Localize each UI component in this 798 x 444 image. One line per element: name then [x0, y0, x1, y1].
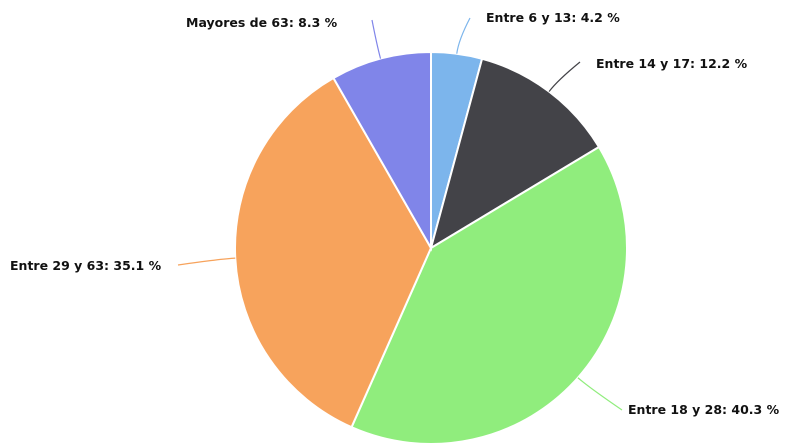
pie-slice-mayores-de-63[interactable]: [332, 50, 432, 252]
data-label-entre-18-y-28: Entre 18 y 28: 40.3 %: [628, 402, 780, 417]
data-label-entre-14-y-17: Entre 14 y 17: 12.2 %: [596, 56, 748, 71]
pie-slices: [234, 50, 628, 444]
leader-line-mayores-de-63: [371, 19, 382, 59]
pie-slice-entre-29-y-63[interactable]: [234, 76, 433, 429]
pie-slice-entre-18-y-28[interactable]: [350, 145, 628, 444]
data-label-entre-29-y-63: Entre 29 y 63: 35.1 %: [10, 258, 162, 273]
leader-line-entre-14-y-17: [548, 61, 581, 92]
leader-lines: [177, 17, 623, 411]
leader-line-entre-18-y-28: [577, 377, 623, 411]
data-labels: Entre 6 y 13: 4.2 % Entre 14 y 17: 12.2 …: [10, 10, 780, 417]
leader-line-entre-29-y-63: [177, 257, 236, 266]
data-label-mayores-de-63: Mayores de 63: 8.3 %: [186, 15, 338, 30]
leader-line-entre-6-y-13: [456, 17, 471, 54]
pie-slice-entre-14-y-17[interactable]: [429, 57, 601, 251]
data-label-entre-6-y-13: Entre 6 y 13: 4.2 %: [486, 10, 620, 25]
